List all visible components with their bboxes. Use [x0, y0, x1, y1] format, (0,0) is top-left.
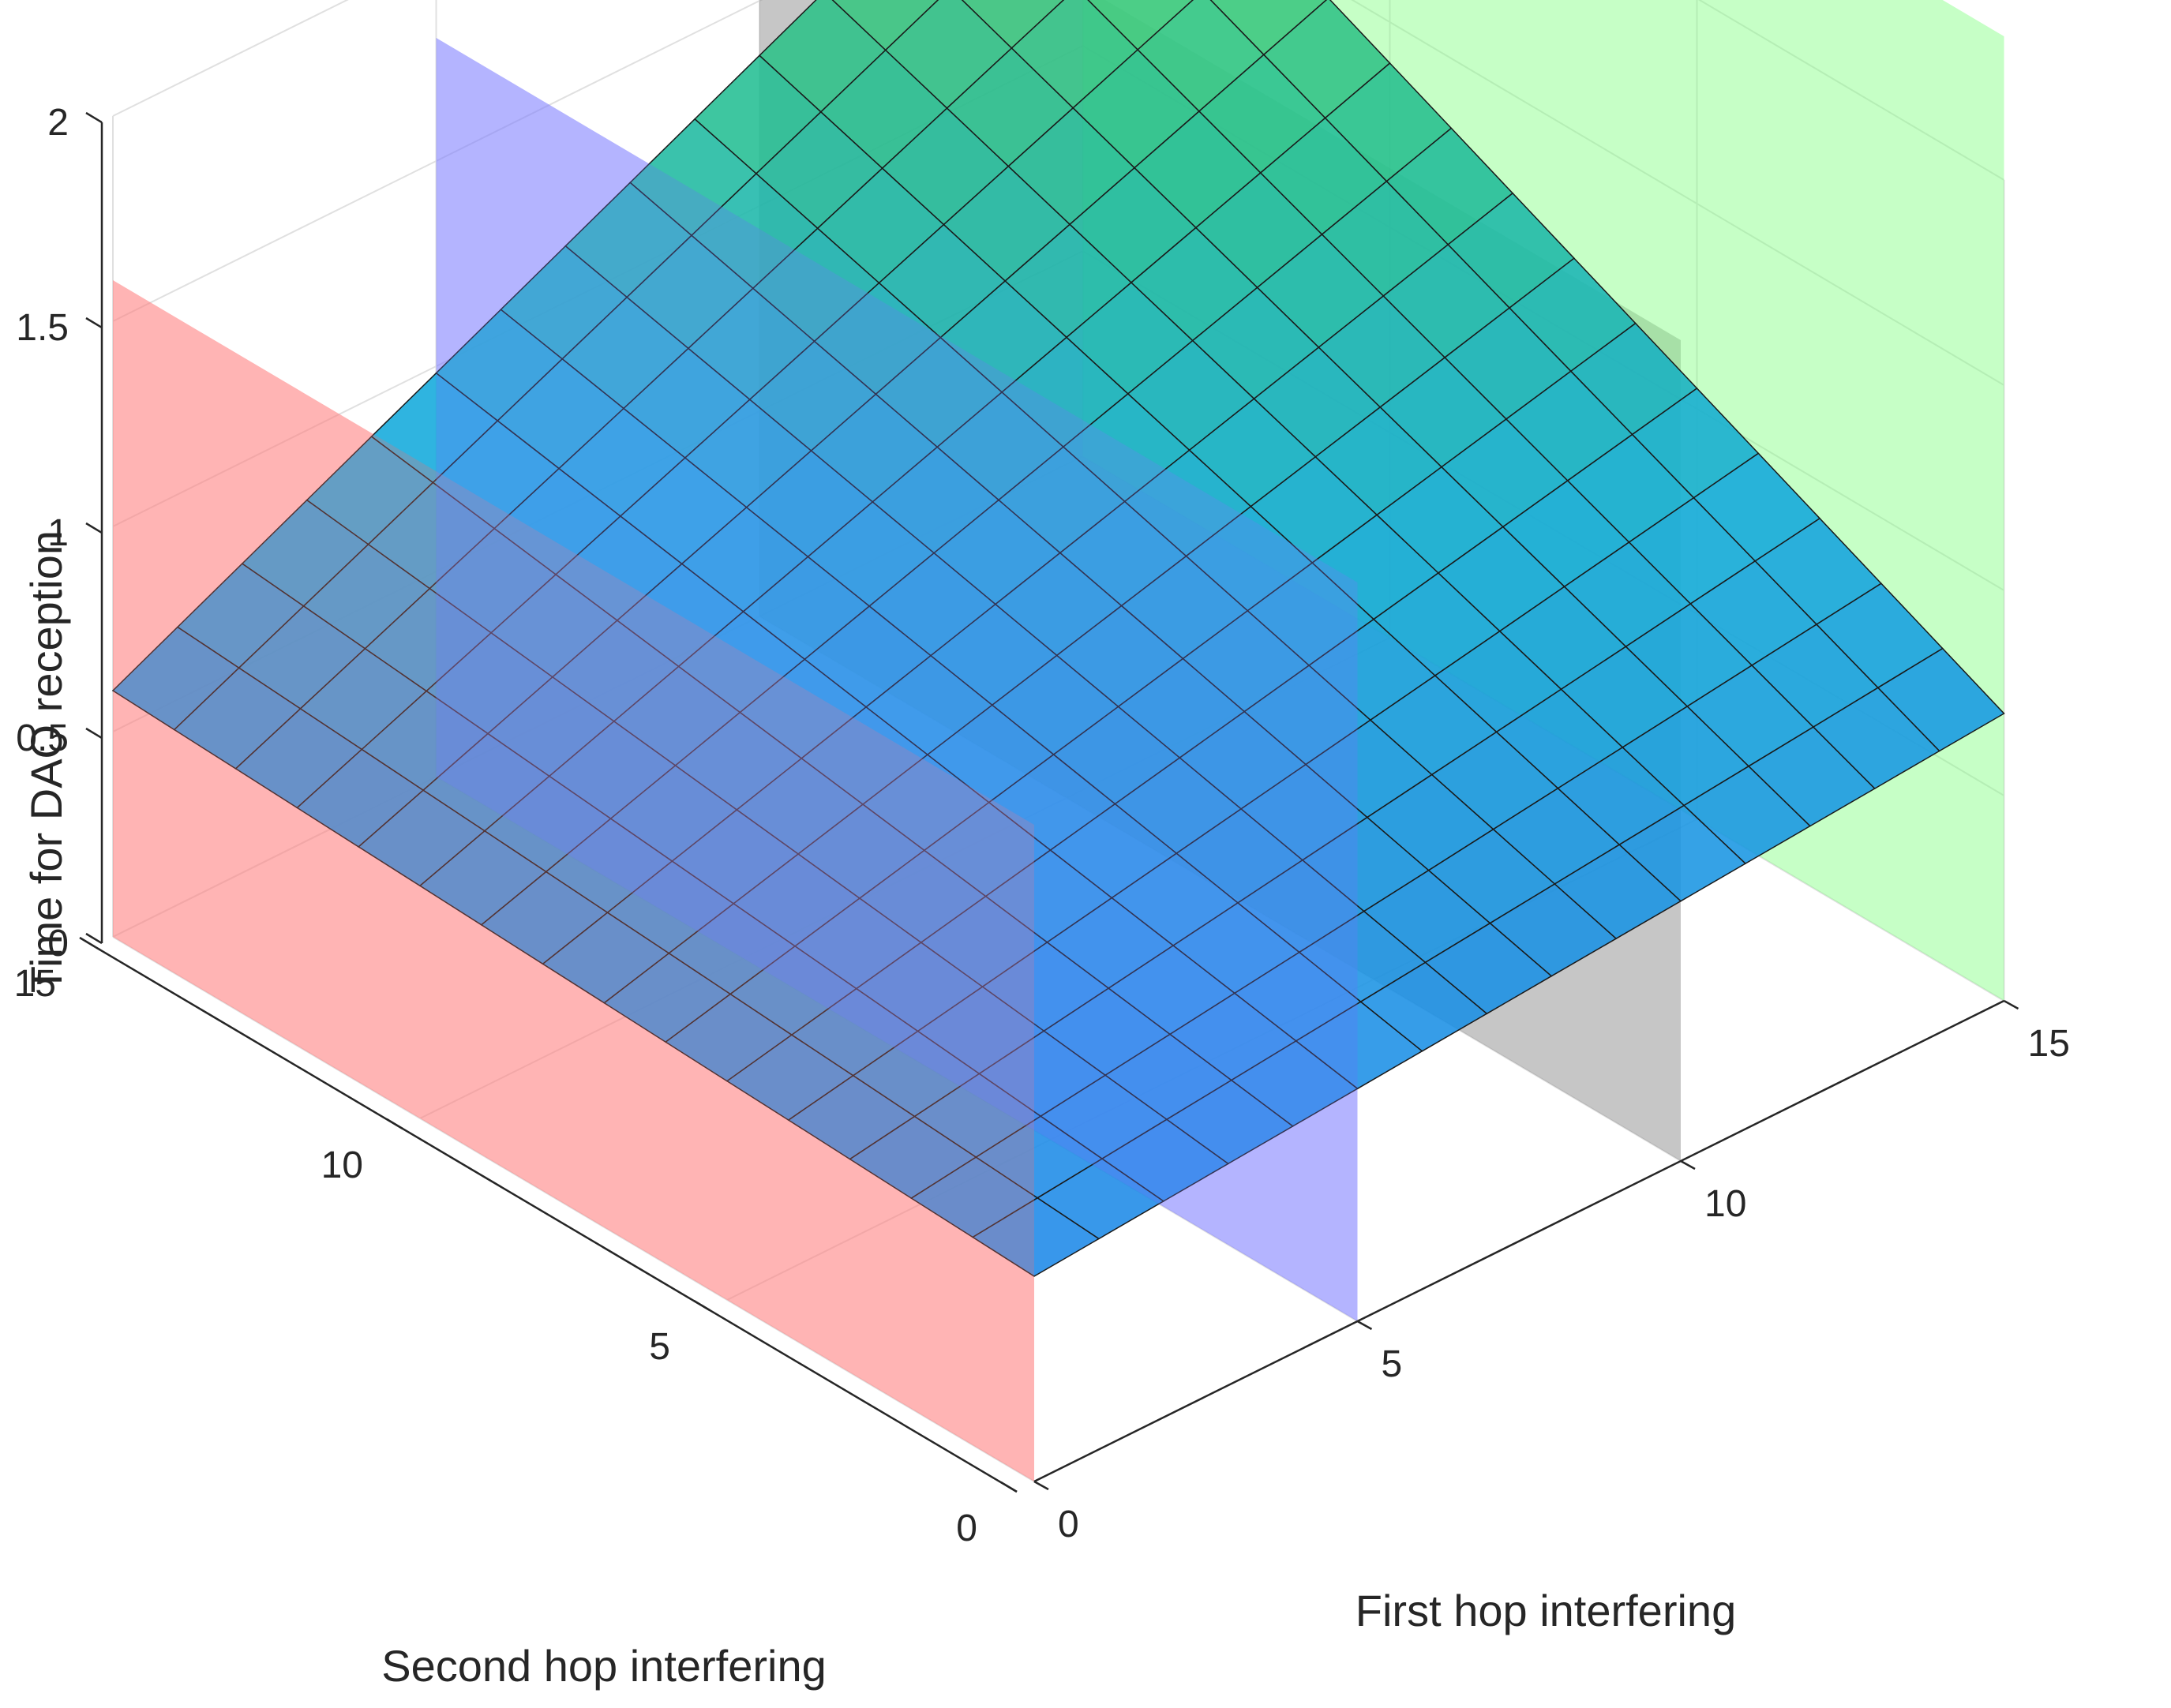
x-tick [1356, 1320, 1373, 1331]
y-tick [386, 1118, 403, 1130]
z-axis-label: Time for DAO reception [21, 530, 71, 993]
x-tick-label: 5 [1382, 1343, 1403, 1385]
surface-cell [971, 1197, 1100, 1277]
y-tick [693, 1299, 711, 1312]
y-tick-label: 15 [14, 963, 56, 1005]
x-tick [1680, 1159, 1696, 1171]
x-tick [1033, 1480, 1049, 1491]
y-tick-label: 0 [956, 1508, 977, 1549]
y-tick [1000, 1481, 1018, 1493]
z-tick-label: 1.5 [16, 307, 69, 349]
z-tick [85, 111, 103, 124]
plane-overlay-x-5 [436, 38, 1358, 1321]
y-tick [79, 936, 96, 949]
z-tick-label: 0 [47, 923, 69, 964]
x-tick-label: 15 [2028, 1023, 2070, 1065]
x-axis-line [1033, 999, 2005, 1483]
grid-line [1697, 0, 2005, 181]
grid-line [112, 0, 349, 117]
z-tick-label: 0.5 [16, 717, 69, 759]
y-axis-label: Second hop interfering [381, 1641, 827, 1691]
x-tick-label: 0 [1058, 1504, 1079, 1545]
z-tick [85, 727, 103, 740]
z-tick [85, 317, 103, 329]
grid-line [112, 0, 763, 322]
z-tick-label: 2 [47, 102, 69, 144]
z-tick [85, 522, 103, 534]
grid-line [112, 936, 1035, 1482]
x-tick-label: 10 [1704, 1183, 1746, 1225]
x-axis-label: First hop interfering [1355, 1586, 1736, 1635]
y-tick-label: 5 [649, 1326, 670, 1368]
surface-mesh [111, 0, 2005, 1481]
y-tick-label: 10 [321, 1144, 363, 1186]
z-tick [85, 932, 103, 945]
plane-overlay-x-0 [113, 280, 1034, 1481]
grid-line [1351, 0, 2005, 386]
z-tick-label: 1 [47, 512, 69, 554]
y-axis-line [95, 946, 1018, 1493]
x-tick [2003, 999, 2019, 1010]
